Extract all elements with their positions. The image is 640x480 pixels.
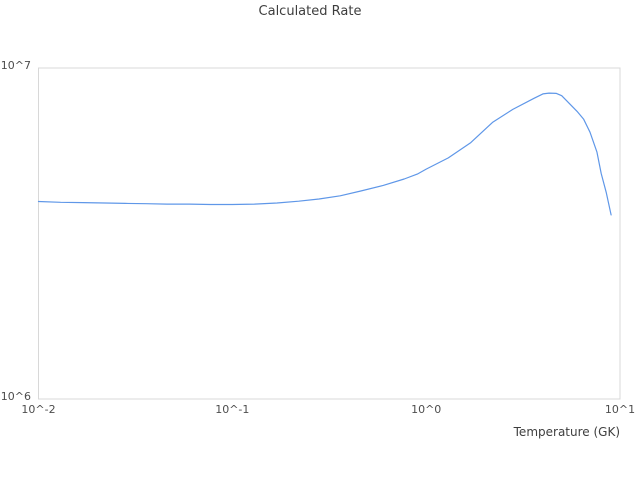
chart-title: Calculated Rate (258, 4, 362, 19)
x-tick-label: 10^1 (604, 403, 636, 416)
y-tick-label: 10^6 (0, 390, 31, 403)
y-axis-ticks: 10^6 10^7 (0, 0, 31, 480)
y-tick-label: 10^7 (0, 59, 31, 72)
rate-curve (37, 92, 612, 216)
plot-border (38, 67, 621, 400)
x-tick-label: 10^-1 (215, 403, 250, 416)
x-axis-title: Temperature (GK) (513, 425, 620, 439)
x-tick-label: 10^-2 (21, 403, 56, 416)
x-tick-label: 10^0 (411, 403, 442, 416)
